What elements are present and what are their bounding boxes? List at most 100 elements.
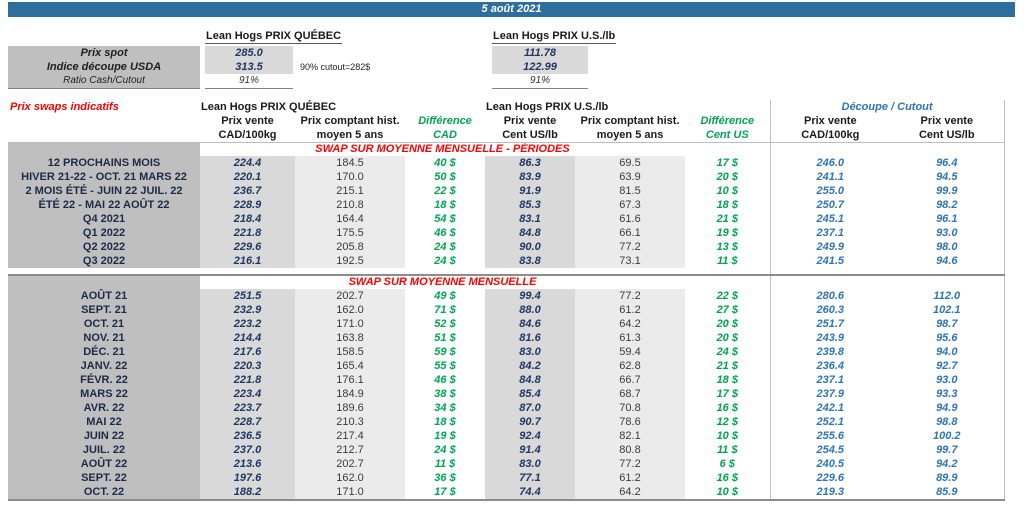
section-heading: SWAP SUR MOYENNE MENSUELLE [348, 276, 537, 288]
cell-us-prix-vente: 83.9 [485, 170, 576, 184]
cell-us-difference: 27 $ [716, 304, 738, 316]
cell-us-difference: 10 $ [716, 430, 738, 442]
cell-qc-difference: 38 $ [434, 388, 456, 400]
cell-us-difference: 17 $ [716, 157, 738, 169]
cell-us-prix-vente: 86.3 [485, 156, 576, 170]
table-row: SEPT. 21 232.9 162.0 71 $ 88.0 61.2 27 $ 260.3 1… [8, 303, 1005, 317]
swaps-group-header-row: Prix swaps indicatifs Lean Hogs PRIX QUÉ… [8, 100, 1005, 114]
cell-us-comptant-hist: 59.4 [575, 345, 686, 359]
cell-us-prix-vente: 90.0 [485, 240, 576, 254]
cell-cutout-us: 94.5 [890, 170, 1005, 184]
cell-qc-prix-vente: 223.7 [200, 401, 295, 415]
col-header-qc-difference: Différence CAD [418, 115, 472, 141]
table-row: JANV. 22 220.3 165.4 55 $ 84.2 62.8 21 $ 236.4 9… [8, 359, 1005, 373]
table-row: Q2 2022 229.6 205.8 24 $ 90.0 77.2 13 $ 249.9 98… [8, 240, 1005, 254]
cell-cutout-cad: 242.1 [769, 401, 891, 415]
cell-qc-prix-vente: 236.7 [200, 184, 295, 198]
cell-us-difference: 18 $ [716, 199, 738, 211]
cell-qc-difference: 71 $ [434, 304, 456, 316]
cell-qc-prix-vente: 218.4 [200, 212, 295, 226]
cell-cutout-us: 85.9 [890, 485, 1005, 500]
cell-qc-comptant-hist: 184.5 [295, 156, 405, 170]
cell-us-prix-vente: 84.8 [485, 373, 576, 387]
table-row: Q4 2021 218.4 164.4 54 $ 83.1 61.6 21 $ 245.1 96… [8, 212, 1005, 226]
cell-qc-difference: 54 $ [434, 213, 456, 225]
cell-qc-prix-vente: 214.4 [200, 331, 295, 345]
cell-us-difference: 6 $ [719, 458, 735, 470]
table-row: JUIN 22 236.5 217.4 19 $ 92.4 82.1 10 $ 255.6 10… [8, 429, 1005, 443]
cutout-note: 90% cutout=282$ [300, 62, 371, 72]
cell-qc-prix-vente: 229.6 [200, 240, 295, 254]
table-row: OCT. 22 188.2 171.0 17 $ 74.4 64.2 10 $ 219.3 85… [8, 485, 1005, 500]
cell-us-comptant-hist: 66.7 [575, 373, 686, 387]
cell-qc-comptant-hist: 170.0 [295, 170, 405, 184]
top-qc-values: 285.0 313.5 91% [205, 46, 293, 89]
table-row: MARS 22 223.4 184.9 38 $ 85.4 68.7 17 $ 237.9 93… [8, 387, 1005, 401]
cell-us-prix-vente: 83.1 [485, 212, 576, 226]
cell-us-comptant-hist: 61.6 [575, 212, 686, 226]
cell-cutout-us: 98.8 [890, 415, 1005, 429]
cell-us-comptant-hist: 81.5 [575, 184, 686, 198]
cell-us-difference: 21 $ [716, 213, 738, 225]
cell-qc-difference: 11 $ [434, 458, 456, 470]
cell-qc-difference: 46 $ [434, 227, 456, 239]
swaps-section-title: Prix swaps indicatifs [10, 101, 119, 113]
cell-qc-prix-vente: 217.6 [200, 345, 295, 359]
cell-qc-comptant-hist: 176.1 [295, 373, 405, 387]
cell-qc-prix-vente: 216.1 [200, 254, 295, 268]
cell-qc-comptant-hist: 171.0 [295, 317, 405, 331]
cell-us-difference: 10 $ [716, 486, 738, 498]
cell-cutout-cad: 251.7 [769, 317, 891, 331]
cell-cutout-cad: 237.9 [769, 387, 891, 401]
cell-us-prix-vente: 74.4 [485, 485, 576, 500]
cell-qc-difference: 52 $ [434, 318, 456, 330]
cell-us-difference: 20 $ [716, 332, 738, 344]
row-label: AVR. 22 [8, 401, 200, 415]
cell-cutout-us: 102.1 [890, 303, 1005, 317]
col-header-spacer [8, 114, 200, 143]
swaps-column-header-row: Prix vente CAD/100kg Prix comptant hist. m… [8, 114, 1005, 143]
col-header-us-prix-vente: Prix vente Cent US/lb [502, 115, 558, 141]
table-row: AOÛT 21 251.5 202.7 49 $ 99.4 77.2 22 $ 280.6 11… [8, 289, 1005, 303]
table-row: MAI 22 228.7 210.3 18 $ 90.7 78.6 12 $ 252.1 98.… [8, 415, 1005, 429]
cell-cutout-us: 94.6 [890, 254, 1005, 268]
row-label: 12 PROCHAINS MOIS [8, 156, 200, 170]
row-label: AOÛT 22 [8, 457, 200, 471]
cell-qc-difference: 24 $ [434, 255, 456, 267]
cell-qc-difference: 22 $ [434, 185, 456, 197]
cell-qc-comptant-hist: 210.3 [295, 415, 405, 429]
table-row: Q1 2022 221.8 175.5 46 $ 84.8 66.1 19 $ 237.1 93… [8, 226, 1005, 240]
cell-qc-comptant-hist: 215.1 [295, 184, 405, 198]
row-label: ÉTÉ 22 - MAI 22 AOÛT 22 [8, 198, 200, 212]
cell-qc-prix-vente: 224.4 [200, 156, 295, 170]
row-label: NOV. 21 [8, 331, 200, 345]
row-label: JANV. 22 [8, 359, 200, 373]
cell-us-comptant-hist: 78.6 [575, 415, 686, 429]
cell-qc-comptant-hist: 202.7 [295, 289, 405, 303]
table-row: AVR. 22 223.7 189.6 34 $ 87.0 70.8 16 $ 242.1 94… [8, 401, 1005, 415]
cell-us-comptant-hist: 67.3 [575, 198, 686, 212]
cell-qc-prix-vente: 236.5 [200, 429, 295, 443]
col-header-qc-comptant-hist: Prix comptant hist. moyen 5 ans [300, 115, 400, 141]
cell-us-comptant-hist: 61.2 [575, 471, 686, 485]
cell-qc-prix-vente: 223.4 [200, 387, 295, 401]
row-label: 2 MOIS ÉTÉ - JUIN 22 JUIL. 22 [8, 184, 200, 198]
row-label: Q3 2022 [8, 254, 200, 268]
cell-cutout-cad: 219.3 [769, 485, 891, 500]
cell-us-prix-vente: 85.4 [485, 387, 576, 401]
cell-qc-difference: 18 $ [434, 416, 456, 428]
cell-qc-difference: 50 $ [434, 171, 456, 183]
table-row: HIVER 21-22 - OCT. 21 MARS 22 220.1 170.0 5… [8, 170, 1005, 184]
row-label: OCT. 22 [8, 485, 200, 500]
cell-us-comptant-hist: 62.8 [575, 359, 686, 373]
row-label: Q1 2022 [8, 226, 200, 240]
cell-cutout-us: 92.7 [890, 359, 1005, 373]
cell-cutout-cad: 260.3 [769, 303, 891, 317]
cell-qc-prix-vente: 237.0 [200, 443, 295, 457]
cell-qc-prix-vente: 188.2 [200, 485, 295, 500]
cell-us-prix-vente: 81.6 [485, 331, 576, 345]
cell-us-prix-vente: 90.7 [485, 415, 576, 429]
table-row: JUIL. 22 237.0 212.7 24 $ 91.4 80.8 11 $ 254.5 9… [8, 443, 1005, 457]
cell-cutout-us: 93.0 [890, 373, 1005, 387]
